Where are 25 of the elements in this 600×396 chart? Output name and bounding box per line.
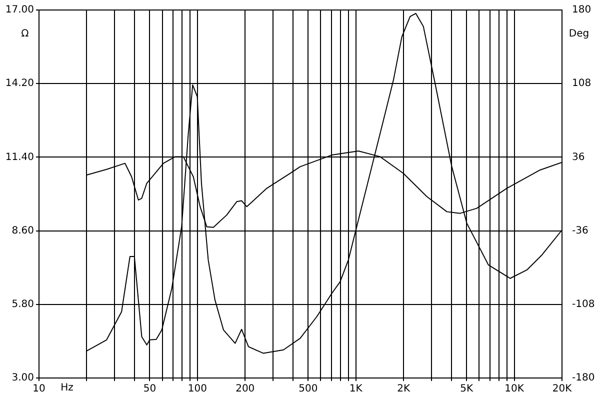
x-tick-label: 10 (32, 384, 46, 395)
x-axis-title: Hz (60, 382, 74, 394)
y2-tick-label: 108 (572, 78, 592, 90)
x-tick-label: 1K (349, 384, 363, 395)
x-tick-label: 200 (236, 384, 255, 395)
x-tick-label: 500 (298, 384, 318, 395)
y2-axis-title: Deg (568, 28, 590, 40)
y-axis-title: Ω (21, 28, 30, 40)
y2-tick-label: 180 (572, 4, 592, 16)
x-tick-label: 100 (188, 384, 207, 395)
y2-tick-label: -36 (572, 225, 588, 236)
y2-tick-label: 36 (572, 152, 585, 163)
x-tick-label: 10K (504, 384, 524, 395)
x-tick-label: 2K (397, 384, 410, 395)
x-tick-label: 5K (460, 384, 474, 395)
y-tick-label: 3.00 (12, 372, 34, 384)
y2-tick-label: -180 (572, 372, 595, 384)
y-tick-label: 5.80 (12, 298, 34, 310)
x-tick-label: 20K (552, 384, 572, 395)
y-tick-label: 8.60 (12, 225, 34, 236)
x-tick-label: 50 (143, 384, 156, 395)
y-tick-label: 14.20 (5, 78, 34, 90)
y-tick-label: 17.00 (5, 4, 34, 16)
y2-tick-label: -108 (572, 298, 595, 310)
y-tick-label: 11.40 (5, 152, 34, 163)
